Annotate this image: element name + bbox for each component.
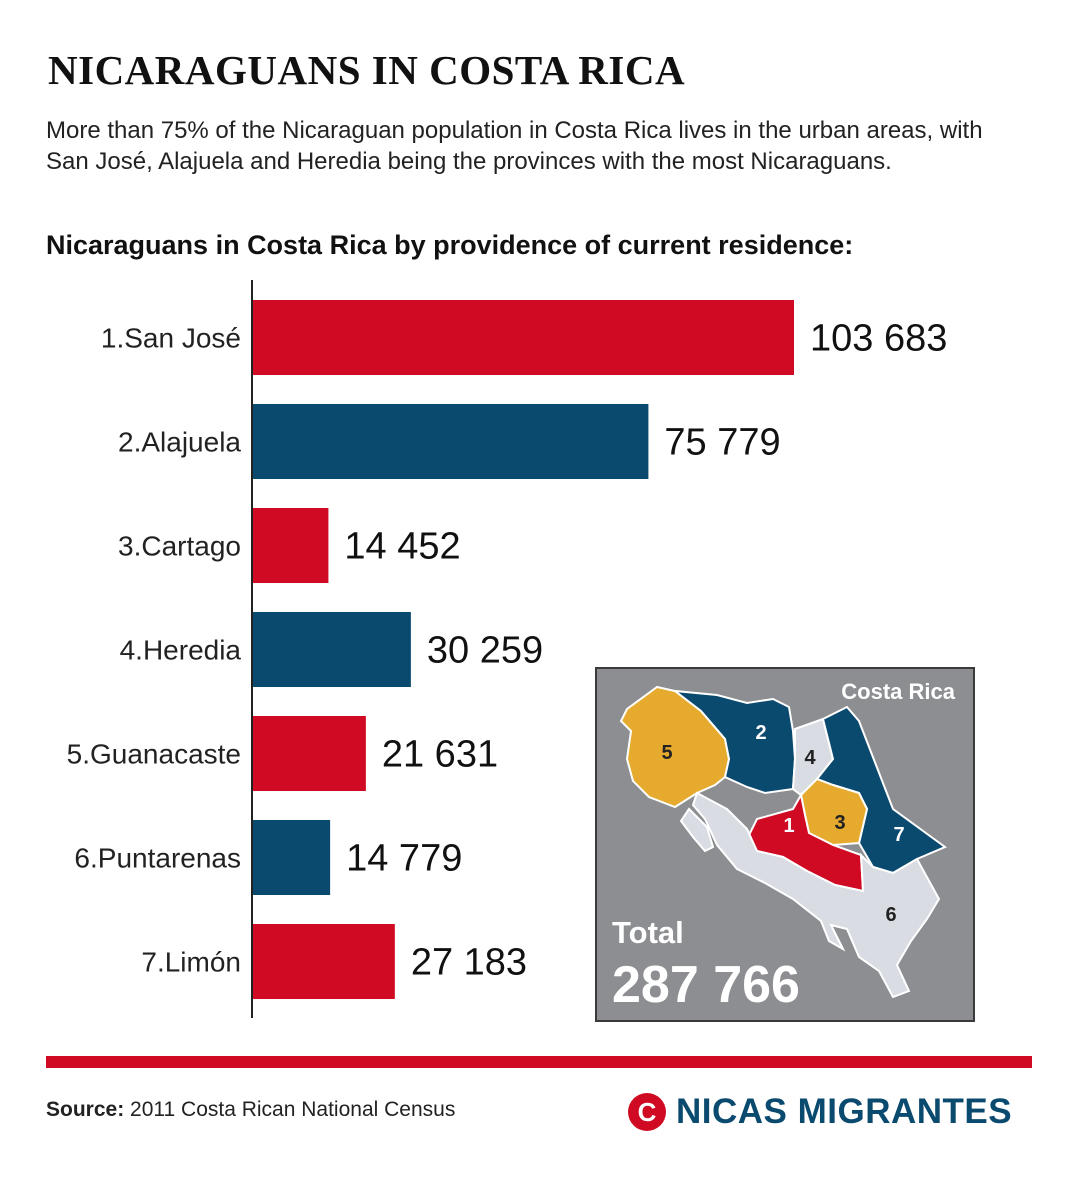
source-label: Source:	[46, 1098, 124, 1121]
total-label: Total	[612, 915, 684, 951]
category-label-5: 5.Guanacaste	[67, 739, 241, 770]
map-number-4: 4	[804, 747, 816, 769]
category-label-4: 4.Heredia	[120, 635, 242, 666]
bar-5	[253, 716, 366, 791]
category-label-7: 7.Limón	[141, 947, 241, 978]
value-label-4: 30 259	[427, 630, 543, 672]
bar-4	[253, 612, 411, 687]
bar-7	[253, 924, 395, 999]
map-number-7: 7	[893, 824, 904, 846]
chart-subtitle: Nicaraguans in Costa Rica by providence …	[46, 230, 853, 261]
value-label-3: 14 452	[344, 526, 460, 568]
category-label-3: 3.Cartago	[118, 531, 241, 562]
brand-logo-icon: C	[628, 1093, 666, 1131]
bar-2	[253, 404, 648, 479]
value-label-5: 21 631	[382, 734, 498, 776]
source-text: 2011 Costa Rican National Census	[130, 1098, 455, 1121]
map-number-5: 5	[661, 742, 672, 764]
value-label-1: 103 683	[810, 318, 947, 360]
category-label-2: 2.Alajuela	[118, 427, 241, 458]
source-line: Source: 2011 Costa Rican National Census	[46, 1098, 455, 1122]
brand-logo-block: C NICAS MIGRANTES	[628, 1091, 1012, 1133]
page-title: NICARAGUANS IN COSTA RICA	[48, 46, 685, 94]
map-number-6: 6	[885, 904, 896, 926]
total-value: 287 766	[612, 955, 800, 1015]
value-label-7: 27 183	[411, 942, 527, 984]
map-number-1: 1	[783, 815, 794, 837]
value-label-2: 75 779	[664, 422, 780, 464]
bar-6	[253, 820, 330, 895]
category-label-6: 6.Puntarenas	[74, 843, 241, 874]
map-panel: 1 2 3 4 5 6 7 Costa Rica Total 287 766	[595, 667, 975, 1022]
bar-1	[253, 300, 794, 375]
map-number-3: 3	[834, 812, 845, 834]
map-number-2: 2	[755, 722, 766, 744]
category-label-1: 1.San José	[101, 323, 241, 354]
intro-text: More than 75% of the Nicaraguan populati…	[46, 115, 1006, 177]
map-title: Costa Rica	[841, 679, 955, 705]
bar-3	[253, 508, 328, 583]
footer-rule	[46, 1056, 1032, 1068]
brand-name: NICAS MIGRANTES	[676, 1092, 1012, 1132]
value-label-6: 14 779	[346, 838, 462, 880]
